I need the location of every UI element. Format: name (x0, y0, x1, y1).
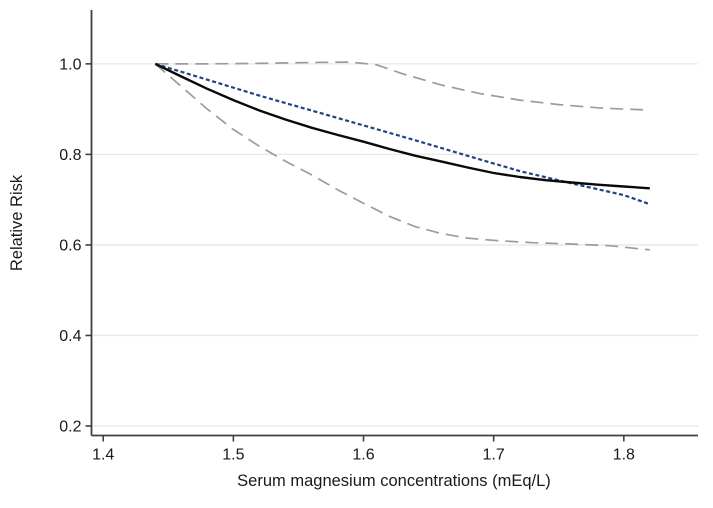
y-tick-label: 1.0 (59, 56, 81, 73)
y-tick-label: 0.4 (59, 328, 81, 345)
tick-labels: 1.0 0.8 0.6 0.4 0.2 1.4 1.5 1.6 1.7 1.8 (59, 56, 635, 463)
series-gray-dashed-upper (155, 61, 650, 111)
gridlines (91, 63, 698, 427)
x-axis-title: Serum magnesium concentrations (mEq/L) (237, 472, 551, 490)
series-lines (154, 61, 651, 251)
y-tick-label: 0.6 (59, 237, 81, 254)
series-blue-dashed-line (154, 62, 651, 206)
series-black-solid-curve (154, 62, 650, 190)
axes (90, 10, 698, 437)
x-tick-label: 1.6 (352, 447, 374, 464)
y-axis-title: Relative Risk (8, 174, 26, 271)
x-tick-label: 1.7 (483, 447, 505, 464)
x-tick-label: 1.5 (222, 447, 244, 464)
x-tick-label: 1.4 (92, 447, 114, 464)
x-tick-label: 1.8 (613, 447, 635, 464)
y-tick-label: 0.2 (59, 418, 81, 435)
y-tick-label: 0.8 (59, 147, 81, 164)
tick-marks (85, 63, 625, 442)
series-gray-dashed-lower (154, 63, 650, 251)
